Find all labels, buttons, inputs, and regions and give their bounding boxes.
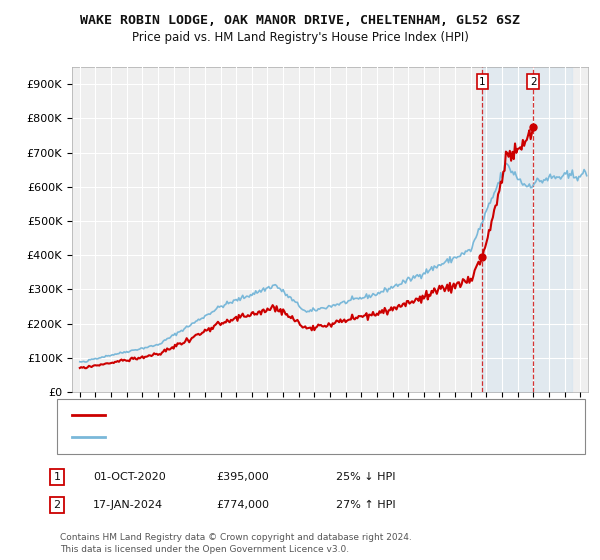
Text: 1: 1 bbox=[53, 472, 61, 482]
Text: WAKE ROBIN LODGE, OAK MANOR DRIVE, CHELTENHAM, GL52 6SZ (detached house): WAKE ROBIN LODGE, OAK MANOR DRIVE, CHELT… bbox=[111, 410, 527, 421]
Text: 1: 1 bbox=[479, 77, 486, 87]
Text: Price paid vs. HM Land Registry's House Price Index (HPI): Price paid vs. HM Land Registry's House … bbox=[131, 31, 469, 44]
Text: 27% ↑ HPI: 27% ↑ HPI bbox=[336, 500, 395, 510]
Text: 25% ↓ HPI: 25% ↓ HPI bbox=[336, 472, 395, 482]
Text: £774,000: £774,000 bbox=[216, 500, 269, 510]
Text: £395,000: £395,000 bbox=[216, 472, 269, 482]
Text: 2: 2 bbox=[530, 77, 536, 87]
Text: WAKE ROBIN LODGE, OAK MANOR DRIVE, CHELTENHAM, GL52 6SZ: WAKE ROBIN LODGE, OAK MANOR DRIVE, CHELT… bbox=[80, 14, 520, 27]
Text: 01-OCT-2020: 01-OCT-2020 bbox=[93, 472, 166, 482]
Text: 17-JAN-2024: 17-JAN-2024 bbox=[93, 500, 163, 510]
Text: HPI: Average price, detached house, Cheltenham: HPI: Average price, detached house, Chel… bbox=[111, 432, 352, 442]
Text: Contains HM Land Registry data © Crown copyright and database right 2024.
This d: Contains HM Land Registry data © Crown c… bbox=[60, 533, 412, 554]
Text: 2: 2 bbox=[53, 500, 61, 510]
